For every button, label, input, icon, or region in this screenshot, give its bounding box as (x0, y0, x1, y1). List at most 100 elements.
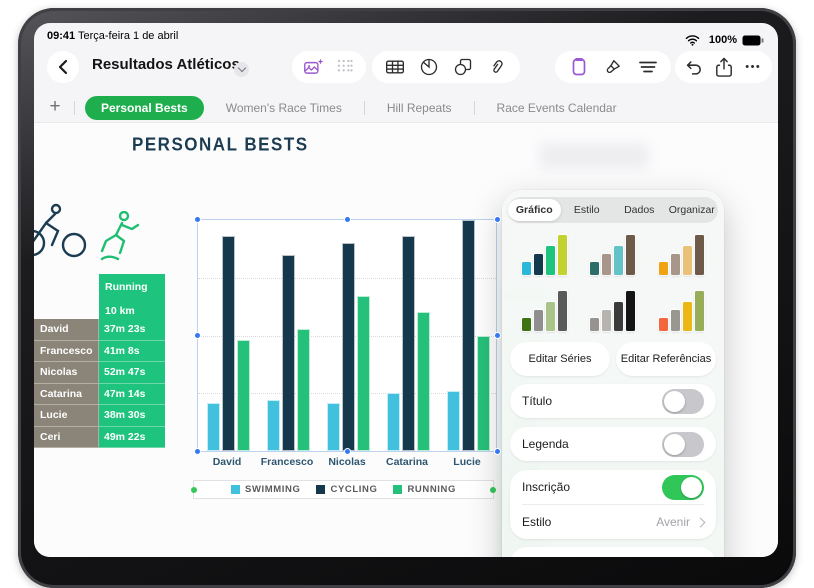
paintbrush-icon (606, 60, 620, 73)
time-cell[interactable]: 52m 47s (99, 362, 165, 384)
chart-style-thumbnail[interactable] (579, 286, 648, 334)
time-cell[interactable]: 49m 22s (99, 426, 165, 448)
chart-style-thumbnail[interactable] (647, 286, 716, 334)
legend-label: RUNNING (407, 484, 456, 495)
athlete-name-cell[interactable]: Ceri (34, 426, 99, 448)
title-dropdown-button[interactable] (234, 62, 249, 77)
chart-style-thumbnail[interactable] (510, 230, 579, 278)
format-options-button[interactable] (637, 56, 659, 78)
selection-handle[interactable] (194, 332, 201, 339)
time-cell[interactable]: 38m 30s (99, 405, 165, 427)
selection-style-button[interactable] (568, 56, 590, 78)
sheet-tab-bar: Personal Bests Women's Race Times Hill Rep… (34, 93, 778, 123)
add-sheet-button[interactable] (46, 99, 64, 117)
undo-button[interactable] (683, 56, 705, 78)
table-header-cell[interactable]: Running 10 km (99, 274, 165, 319)
panel-tab-organizar[interactable]: Organizar (668, 204, 715, 216)
insert-shape-button[interactable] (452, 56, 474, 78)
share-button[interactable] (713, 56, 735, 78)
chart-bar-running (356, 296, 370, 451)
insert-table-button[interactable] (384, 56, 406, 78)
selection-handle[interactable] (494, 216, 501, 223)
chart-bar-group (378, 220, 438, 451)
results-table[interactable]: David 37m 23s Francesco 41m 8s Nicolas 52m 47… (34, 319, 165, 448)
x-axis-label: Francesco (260, 456, 314, 468)
x-axis-label: Catarina (385, 456, 428, 468)
bar-chart[interactable] (194, 216, 501, 455)
chart-bar-running (236, 340, 250, 451)
legend-selection-handle[interactable] (490, 487, 496, 493)
table-row[interactable]: Nicolas 52m 47s (34, 362, 165, 384)
toggle-knob (681, 476, 702, 498)
thumbnail-bar (683, 302, 693, 331)
panel-tab-control: Gráfico Estilo Dados Organizar (508, 197, 718, 223)
athlete-name-cell[interactable]: Nicolas (34, 362, 99, 384)
table-row[interactable]: Ceri 49m 22s (34, 426, 165, 448)
chart-style-thumbnail[interactable] (579, 230, 648, 278)
chevron-down-icon (237, 63, 246, 73)
panel-tab-dados[interactable]: Dados (624, 204, 655, 216)
tab-hill-repeats[interactable]: Hill Repeats (386, 100, 452, 115)
time-cell[interactable]: 41m 8s (99, 340, 165, 362)
chart-bar-cycling (341, 243, 355, 451)
insert-chart-button[interactable] (418, 56, 440, 78)
tab-personal-bests[interactable]: Personal Bests (85, 95, 204, 120)
tab-race-events-calendar[interactable]: Race Events Calendar (496, 100, 617, 115)
chart-style-thumbnail[interactable] (647, 230, 716, 278)
table-row[interactable]: David 37m 23s (34, 319, 165, 341)
format-brush-button[interactable] (602, 56, 624, 78)
insert-attachment-button[interactable] (486, 56, 508, 78)
insert-grid-button[interactable] (334, 56, 356, 78)
insert-photo-button[interactable] (302, 56, 324, 78)
legend-swatch (393, 485, 403, 494)
legend-item: SWIMMING (231, 484, 300, 495)
back-button[interactable] (47, 51, 79, 83)
selection-handle[interactable] (494, 448, 501, 455)
spreadsheet-canvas[interactable]: PERSONAL BESTS Running 10 km David 37m 23… (34, 123, 778, 557)
athlete-name-cell[interactable]: Lucie (34, 405, 99, 427)
chart-bar-swimming (206, 402, 220, 451)
table-header-line1: Running (105, 281, 148, 293)
table-row[interactable]: Francesco 41m 8s (34, 340, 165, 362)
selection-handle[interactable] (194, 448, 201, 455)
caption-toggle[interactable] (662, 474, 704, 500)
wifi-icon (682, 29, 704, 51)
legend-selection-handle[interactable] (191, 487, 197, 493)
chart-legend[interactable]: SWIMMING CYCLING RUNNING (191, 480, 496, 499)
selection-handle[interactable] (194, 216, 201, 223)
selection-handle[interactable] (344, 216, 351, 223)
selection-handle[interactable] (494, 332, 501, 339)
athlete-name-cell[interactable]: Catarina (34, 383, 99, 405)
athlete-name-cell[interactable]: Francesco (34, 340, 99, 362)
ipad-device-frame: 09:41 Terça-feira 1 de abril 100% Result… (18, 8, 796, 588)
style-row[interactable]: Estilo Avenir (510, 505, 716, 539)
table-row[interactable]: Lucie 38m 30s (34, 405, 165, 427)
selected-object-icon (572, 58, 585, 76)
thumbnail-bar (695, 235, 705, 275)
pie-chart-icon (420, 58, 438, 76)
dots-grid-icon (337, 59, 353, 72)
chart-style-thumbnail[interactable] (510, 286, 579, 334)
time-cell[interactable]: 47m 14s (99, 383, 165, 405)
actions-group (675, 51, 772, 83)
time-cell[interactable]: 37m 23s (99, 319, 165, 341)
thumbnail-bar (614, 302, 624, 331)
chart-bar-cycling (461, 220, 475, 451)
edit-series-button[interactable]: Editar Séries (510, 342, 610, 376)
legend-toggle[interactable] (662, 431, 704, 457)
athlete-name-cell[interactable]: David (34, 319, 99, 341)
row-divider (522, 504, 704, 505)
chart-type-row[interactable]: Tipo de Gráfico Colunas 2D (510, 547, 716, 557)
table-row[interactable]: Catarina 47m 14s (34, 383, 165, 405)
selection-handle[interactable] (344, 448, 351, 455)
thumbnail-bar (557, 291, 567, 331)
panel-tab-estilo[interactable]: Estilo (573, 204, 600, 216)
document-title[interactable]: Resultados Atléticos (92, 56, 240, 73)
title-toggle[interactable] (662, 388, 704, 414)
more-button[interactable] (742, 56, 764, 78)
panel-tab-gráfico[interactable]: Gráfico (508, 199, 561, 221)
tab-women-s-race-times[interactable]: Women's Race Times (225, 100, 342, 115)
edit-references-button[interactable]: Editar Referências (616, 342, 716, 376)
status-bar: 09:41 Terça-feira 1 de abril 100% (34, 23, 778, 47)
x-axis-label: Lucie (453, 456, 481, 468)
